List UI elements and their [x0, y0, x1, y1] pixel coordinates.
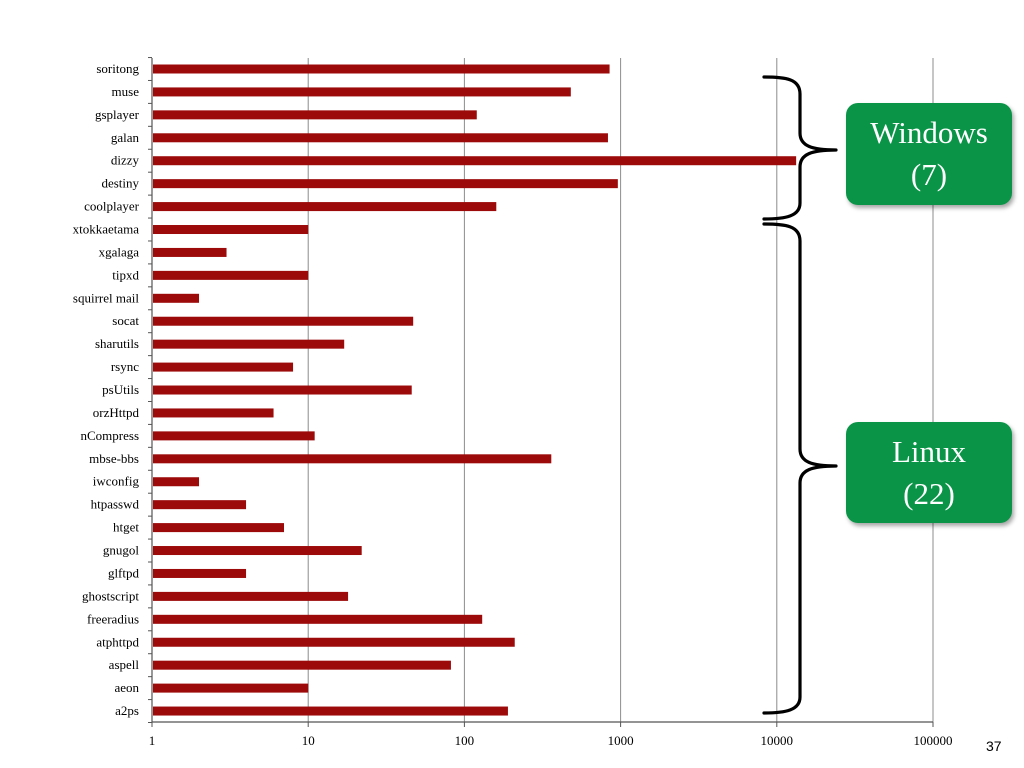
category-label: soritong: [96, 61, 139, 76]
category-label: tipxd: [112, 267, 139, 282]
bar: [153, 614, 483, 624]
bar: [153, 110, 477, 120]
windows-callout-title: Windows: [870, 115, 988, 150]
category-label: nCompress: [81, 428, 140, 443]
bar: [153, 431, 315, 441]
windows-callout: Windows (7): [846, 103, 1012, 205]
bar: [153, 637, 515, 647]
category-label: htget: [113, 520, 139, 535]
bar: [153, 156, 797, 166]
bar: [153, 225, 309, 235]
bars: [153, 64, 797, 716]
bar: [153, 316, 414, 326]
bar: [153, 87, 571, 97]
category-label: dizzy: [111, 153, 140, 168]
windows-callout-count: (7): [910, 157, 948, 192]
linux-callout-count: (22): [903, 475, 955, 511]
x-tick-label: 1000: [608, 733, 634, 748]
category-label: ghostscript: [82, 588, 139, 603]
bar: [153, 523, 285, 533]
category-labels: soritong muse gsplayer galan dizzy destiny coo…: [73, 61, 140, 718]
page-number: 37: [986, 738, 1002, 754]
category-label: freeradius: [87, 611, 139, 626]
bar: [153, 293, 200, 303]
bar: [153, 179, 618, 189]
category-label: muse: [112, 84, 140, 99]
category-label: aeon: [114, 680, 139, 695]
x-tick-label: 10: [302, 733, 315, 748]
axes: [148, 57, 934, 727]
bar: [153, 362, 294, 372]
category-label: aspell: [109, 657, 140, 672]
bar: [153, 477, 200, 487]
bar: [153, 64, 610, 74]
bar: [153, 133, 608, 143]
category-label: squirrel mail: [73, 290, 139, 305]
bar: [153, 683, 309, 693]
bar: [153, 568, 247, 578]
bar: [153, 339, 345, 349]
category-label: gnugol: [103, 543, 140, 558]
category-label: a2ps: [115, 703, 139, 718]
category-label: galan: [111, 130, 140, 145]
category-label: xgalaga: [99, 244, 140, 259]
bar: [153, 660, 451, 670]
bar: [153, 247, 227, 257]
category-label: coolplayer: [84, 199, 140, 214]
category-label: mbse-bbs: [89, 451, 139, 466]
bar: [153, 270, 309, 280]
linux-brace: [762, 222, 838, 715]
x-tick-label: 1: [149, 733, 156, 748]
x-tick-label: 100000: [914, 733, 953, 748]
category-label: orzHttpd: [93, 405, 140, 420]
category-label: socat: [112, 313, 139, 328]
category-label: htpasswd: [91, 497, 140, 512]
bar: [153, 500, 247, 510]
x-tick-label: 10000: [761, 733, 794, 748]
bar: [153, 408, 274, 418]
x-tick-label: 100: [455, 733, 475, 748]
category-label: xtokkaetama: [73, 222, 140, 237]
bar: [153, 202, 497, 212]
category-label: rsync: [111, 359, 139, 374]
linux-callout-title: Linux: [891, 433, 967, 469]
bar: [153, 546, 362, 556]
category-label: iwconfig: [93, 474, 140, 489]
category-label: atphttpd: [96, 634, 139, 649]
category-label: glftpd: [108, 565, 140, 580]
category-label: sharutils: [95, 336, 139, 351]
linux-callout: Linux (22): [846, 422, 1012, 523]
category-label: gsplayer: [95, 107, 140, 122]
windows-brace: [762, 75, 838, 221]
bar: [153, 706, 508, 716]
bar: [153, 385, 412, 395]
category-label: destiny: [101, 176, 139, 191]
x-tick-labels: 1 10 100 1000 10000 100000: [149, 733, 953, 748]
category-label: psUtils: [102, 382, 139, 397]
bar: [153, 454, 552, 464]
bar: [153, 591, 349, 601]
